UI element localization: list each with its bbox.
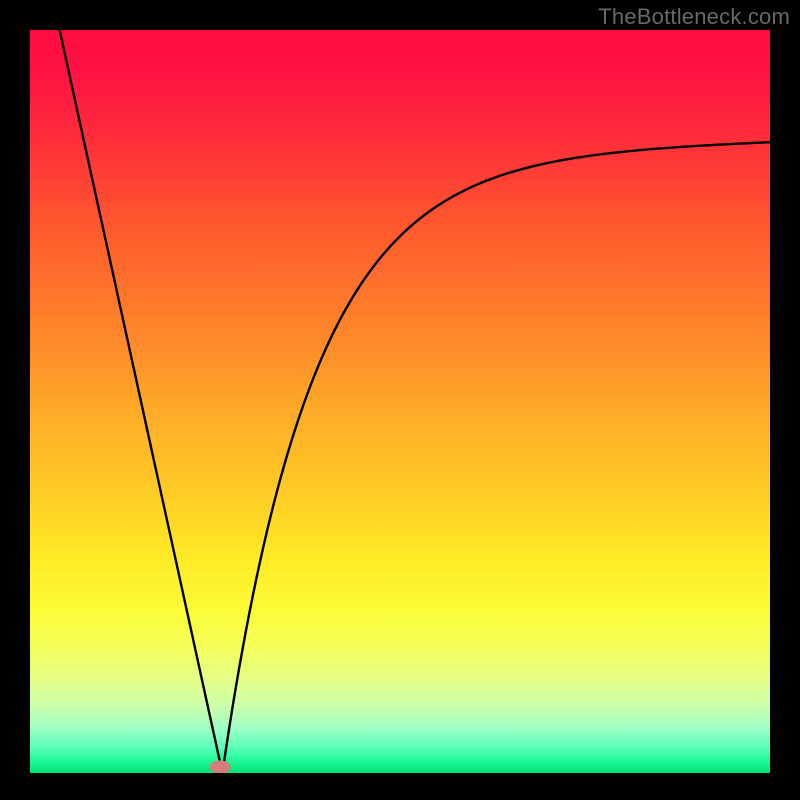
bottleneck-curve-chart (30, 30, 770, 773)
watermark-text: TheBottleneck.com (598, 4, 790, 30)
chart-plot-area (30, 30, 770, 773)
